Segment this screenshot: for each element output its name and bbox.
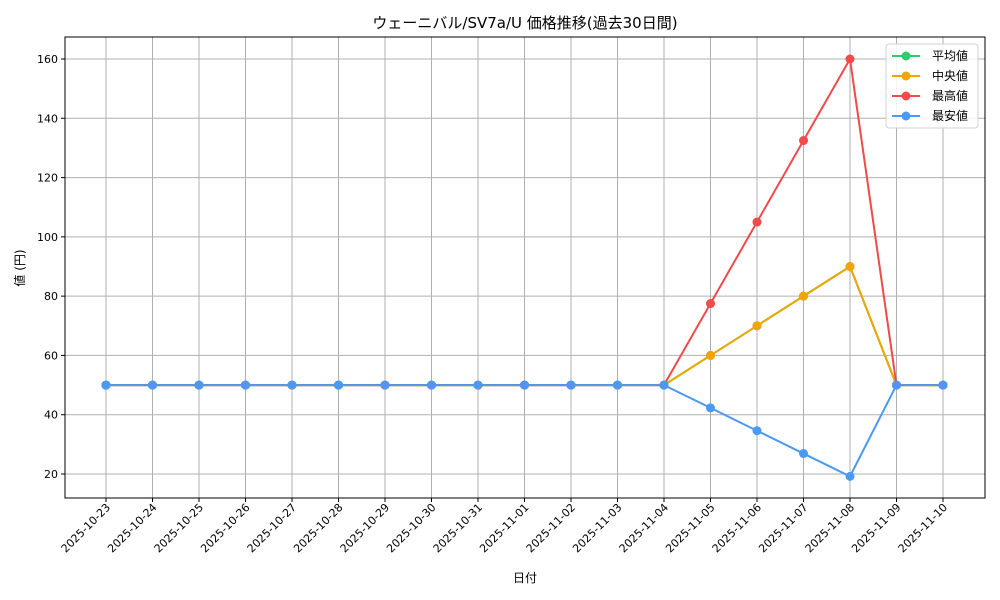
legend-item: 平均値 — [892, 48, 968, 63]
data-point — [799, 136, 808, 146]
legend-item: 最安値 — [892, 108, 968, 123]
data-point — [752, 426, 762, 436]
data-point — [334, 380, 343, 390]
series-3 — [101, 380, 948, 481]
y-tick-label: 80 — [44, 290, 58, 303]
y-tick-label: 120 — [37, 172, 58, 185]
data-point — [706, 350, 715, 360]
data-point — [473, 380, 483, 390]
x-axis-ticks: 2025-10-232025-10-242025-10-252025-10-26… — [59, 498, 950, 555]
data-point — [845, 54, 855, 64]
legend-item: 最高値 — [892, 88, 968, 103]
series-layer — [101, 54, 948, 481]
legend-label: 平均値 — [932, 48, 968, 63]
x-axis-label: 日付 — [513, 571, 537, 585]
chart-title: ウェーニバル/SV7a/U 価格推移(過去30日間) — [372, 14, 677, 32]
data-point — [566, 380, 576, 390]
data-point — [194, 380, 204, 390]
y-tick-label: 60 — [44, 349, 58, 362]
data-point — [752, 321, 762, 331]
data-point — [845, 262, 855, 271]
legend-label: 最高値 — [932, 88, 968, 103]
y-tick-label: 20 — [44, 468, 58, 481]
legend-marker-icon — [901, 71, 911, 81]
legend-marker-icon — [901, 91, 911, 101]
y-tick-label: 40 — [44, 409, 58, 422]
data-point — [148, 380, 157, 390]
y-axis-ticks: 20 40 60 80 100 120 140 160 — [37, 53, 65, 481]
data-point — [938, 380, 948, 390]
data-point — [427, 380, 436, 390]
data-point — [845, 471, 855, 481]
data-point — [241, 380, 250, 390]
data-point — [659, 380, 669, 390]
data-point — [520, 380, 529, 390]
y-tick-label: 100 — [37, 231, 58, 244]
x-tick-label: 2025-11-10 — [896, 501, 950, 555]
y-axis-label: 値 (円) — [12, 249, 27, 286]
data-point — [287, 380, 297, 390]
data-point — [706, 403, 715, 413]
data-point — [101, 380, 111, 390]
data-point — [380, 380, 390, 390]
legend-marker-icon — [901, 111, 911, 121]
data-point — [752, 217, 762, 227]
data-point — [799, 291, 808, 301]
data-point — [799, 449, 808, 459]
legend-item: 中央値 — [892, 68, 968, 83]
legend-box — [885, 43, 979, 129]
legend-label: 最安値 — [932, 108, 968, 123]
data-point — [706, 299, 715, 309]
legend-label: 中央値 — [932, 68, 968, 83]
data-point — [892, 380, 901, 390]
y-tick-label: 140 — [37, 112, 58, 125]
y-tick-label: 160 — [37, 53, 58, 66]
legend-marker-icon — [901, 51, 911, 61]
data-point — [613, 380, 622, 390]
